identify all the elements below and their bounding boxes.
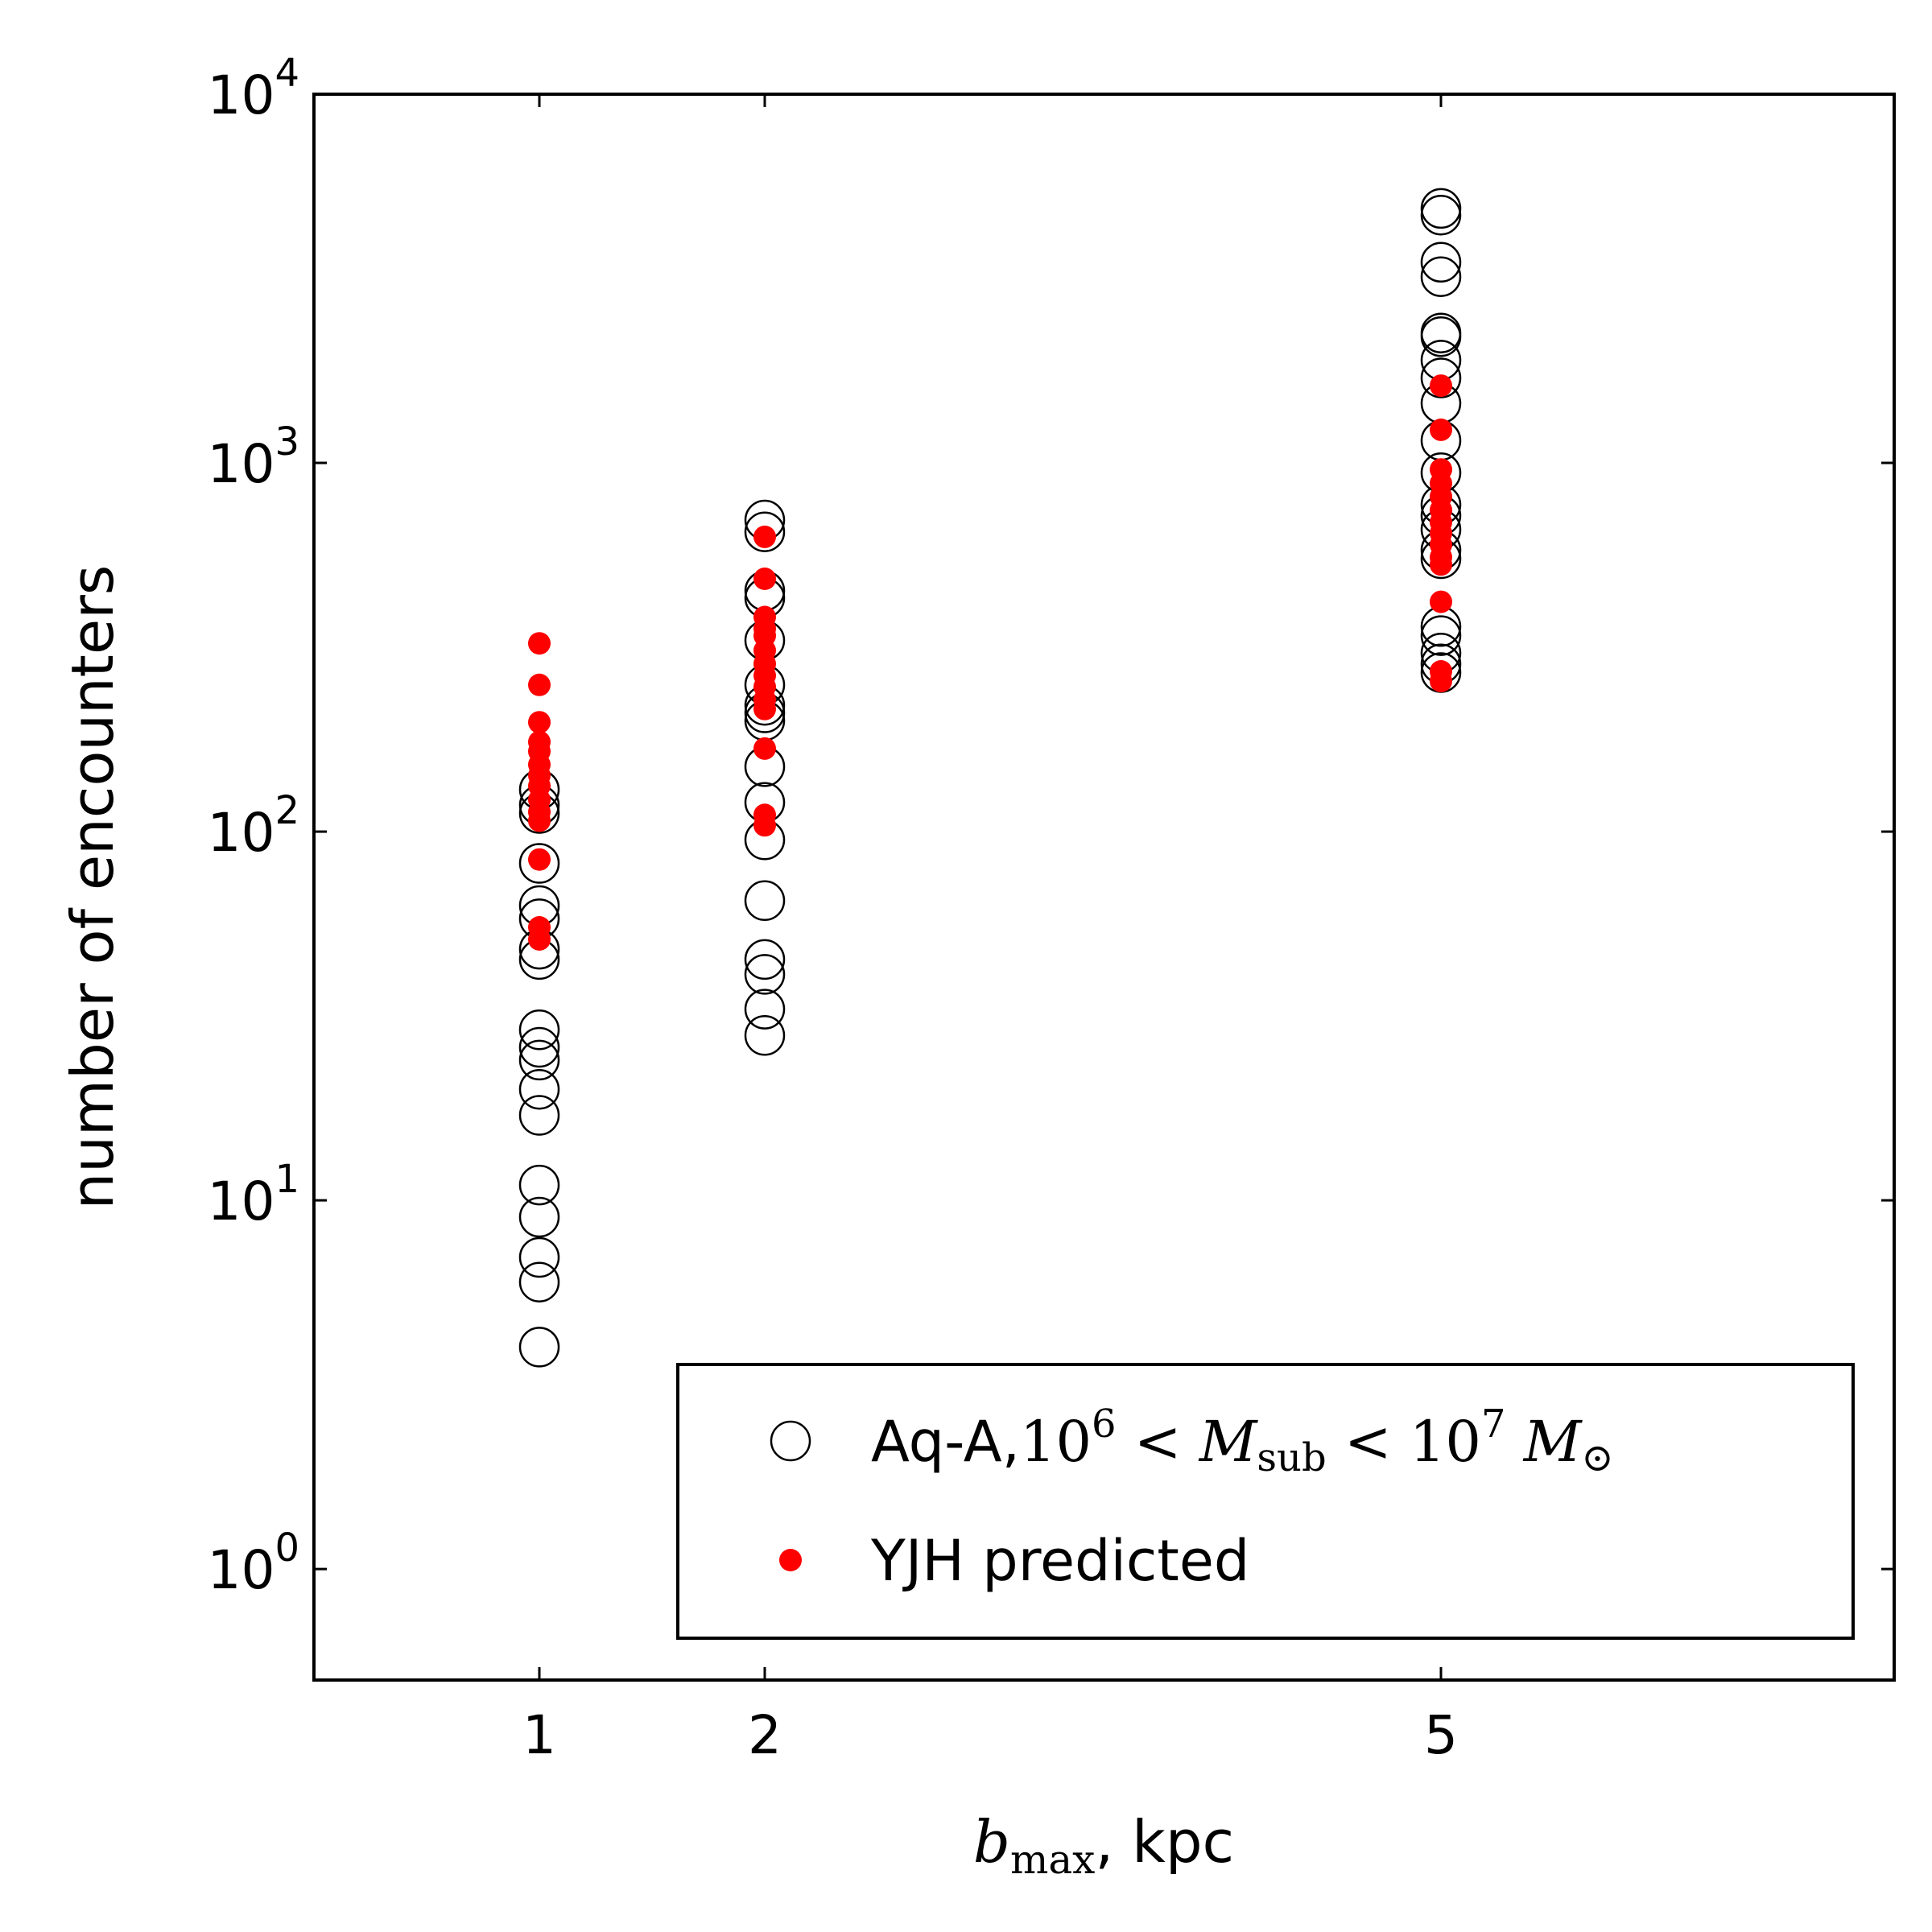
yjh-point [753,803,776,827]
yjh-point [1430,374,1452,398]
aqa-point [1420,188,1462,229]
aqa-point [518,1327,560,1368]
aqa-point [518,843,560,884]
aqa-point [1420,256,1462,297]
series-yjh-points [528,374,1452,951]
yjh-point [528,711,551,734]
aqa-point [744,939,786,980]
yjh-point [528,916,551,939]
yjh-point [753,737,776,760]
x-tick-label: 5 [1424,1704,1458,1766]
y-tick-label: 102 [207,788,299,864]
y-tick-label: 100 [207,1525,299,1601]
y-tick-label: 103 [207,419,299,495]
aqa-point [518,1039,560,1081]
legend-label-aqa: Aq-A,106 < Msub < 107 M⊙ [871,1402,1614,1480]
y-axis-label: number of encounters [59,565,126,1210]
aqa-point [1420,242,1462,283]
yjh-point [1430,418,1452,441]
axis-ticks: 1 2 5 100 101 102 103 104 [207,51,1894,1766]
x-tick-label: 2 [748,1704,782,1766]
aqa-point [744,989,786,1030]
aqa-point [518,1095,560,1136]
yjh-point [1430,590,1452,613]
aqa-point [518,1164,560,1206]
aqa-point [1420,615,1462,656]
aqa-point [518,1261,560,1302]
y-tick-label: 104 [207,51,299,126]
aqa-point [1420,312,1462,353]
yjh-point [528,632,551,655]
y-tick-label: 101 [207,1157,299,1232]
aqa-point [744,1015,786,1056]
yjh-point [1430,458,1452,481]
aqa-point [744,511,786,552]
aqa-point [744,954,786,995]
yjh-point [753,525,776,548]
legend: Aq-A,106 < Msub < 107 M⊙ YJH predicted [676,1363,1855,1640]
aqa-point [1420,357,1462,398]
aqa-point [518,1068,560,1110]
legend-marker-aqa [770,1420,811,1462]
yjh-point [1430,660,1452,683]
aqa-point [518,1026,560,1068]
aqa-point [518,1009,560,1051]
yjh-point [528,730,551,753]
yjh-point [528,848,551,871]
aqa-point [518,1196,560,1238]
aqa-point [518,1236,560,1278]
yjh-point [753,568,776,590]
aqa-point [1420,194,1462,236]
aqa-point [744,880,786,922]
x-axis-label: bmax, kpc [973,1808,1234,1883]
x-tick-label: 1 [522,1704,556,1766]
series-aqa-points [518,188,1462,1368]
legend-box [676,1363,1855,1640]
legend-label-yjh: YJH predicted [870,1528,1249,1594]
yjh-point [528,673,551,696]
yjh-point [753,605,776,629]
plot-frame [312,93,1896,1682]
legend-marker-yjh [779,1549,802,1571]
